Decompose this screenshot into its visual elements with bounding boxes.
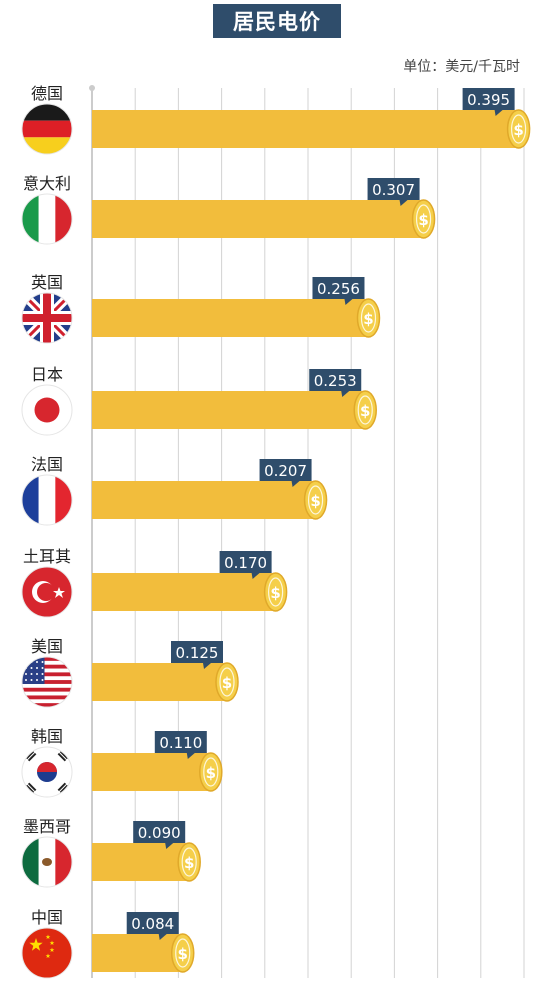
value-label: 0.170 (224, 554, 267, 572)
dollar-sign: $ (360, 402, 370, 420)
coin-rim (510, 114, 527, 144)
france-flag-icon (21, 474, 73, 526)
country-label: 美国 (31, 637, 63, 656)
value-label-pointer (344, 299, 353, 305)
bar (92, 753, 211, 791)
value-label-pointer (494, 110, 503, 116)
value-label-box (462, 88, 515, 110)
value-label-box (312, 277, 365, 299)
unit-label: 单位：美元/千瓦时 (403, 59, 520, 75)
value-label-pointer (341, 391, 350, 397)
value-label-pointer (291, 481, 300, 487)
dollar-sign: $ (418, 211, 428, 229)
coin-rim (175, 938, 191, 968)
bar (92, 110, 519, 148)
dollar-sign: $ (222, 674, 232, 692)
value-label-box (154, 731, 207, 753)
dollar-sign: $ (310, 492, 320, 510)
bar-row: $0.256 英国 (21, 273, 381, 344)
value-label-box (309, 369, 362, 391)
chart-title: 居民电价 (213, 4, 341, 38)
value-label-box (219, 551, 272, 573)
bar-row: $0.084 中国 (21, 908, 195, 979)
coin-rim (357, 395, 373, 425)
dollar-sign: $ (184, 854, 194, 872)
value-label-pointer (158, 934, 167, 940)
mexico-flag-icon (21, 836, 73, 888)
bar-row: $0.307 意大利 (21, 174, 436, 245)
coin-rim (307, 485, 324, 515)
value-label-pointer (203, 663, 211, 669)
bar-row: $0.170 土耳其 (21, 547, 288, 618)
country-label: 法国 (31, 455, 63, 474)
dollar-sign: $ (206, 764, 216, 782)
value-label: 0.307 (372, 181, 415, 199)
bar (92, 391, 366, 429)
value-label-box (133, 821, 186, 843)
dollar-sign: $ (178, 945, 188, 963)
country-label: 英国 (31, 273, 63, 292)
turkey-flag-icon (21, 566, 73, 618)
value-label: 0.125 (176, 644, 219, 662)
bar (92, 843, 190, 881)
usa-flag-icon (21, 656, 73, 708)
bar-row: $0.125 美国 (21, 637, 239, 708)
coin-rim (415, 204, 432, 234)
value-label-box (171, 641, 223, 663)
bar (92, 481, 316, 519)
country-label: 韩国 (31, 727, 63, 746)
bar-row: $0.253 日本 (21, 365, 377, 436)
dollar-sign: $ (363, 310, 373, 328)
bar-row: $0.395 德国 (21, 84, 531, 155)
germany-flag-icon (21, 103, 73, 155)
country-label: 日本 (31, 365, 63, 384)
dollar-sign: $ (513, 121, 523, 139)
uk-flag-icon (21, 292, 73, 344)
bar (92, 573, 276, 611)
value-label: 0.110 (159, 734, 202, 752)
bar (92, 663, 227, 701)
bar-row: $0.110 韩国 (21, 727, 223, 798)
korea-flag-icon (21, 746, 73, 798)
dollar-sign: $ (270, 584, 280, 602)
axis-end-dot (89, 85, 95, 91)
value-label-pointer (251, 573, 260, 579)
bar-row: $0.090 墨西哥 (21, 817, 201, 888)
value-label: 0.256 (317, 280, 360, 298)
china-flag-icon (21, 927, 73, 979)
value-label: 0.084 (131, 915, 174, 933)
value-label-box (259, 459, 312, 481)
value-label-pointer (399, 200, 408, 206)
coin-rim (219, 667, 235, 697)
country-label: 土耳其 (23, 547, 71, 566)
bar (92, 934, 183, 972)
value-label: 0.395 (467, 91, 510, 109)
coin-rim (268, 577, 284, 607)
value-label-pointer (165, 843, 174, 849)
value-label: 0.090 (138, 824, 181, 842)
coin-rim (181, 847, 197, 877)
value-label-box (367, 178, 420, 200)
bar (92, 299, 369, 337)
country-label: 中国 (31, 908, 63, 927)
bar-row: $0.207 法国 (21, 455, 328, 526)
value-label-pointer (186, 753, 195, 759)
italy-flag-icon (21, 193, 73, 245)
value-label: 0.253 (314, 372, 357, 390)
coin-rim (203, 757, 219, 787)
country-label: 意大利 (23, 174, 71, 193)
bar (92, 200, 424, 238)
country-label: 德国 (31, 84, 63, 103)
coin-rim (360, 303, 377, 333)
value-label: 0.207 (264, 462, 307, 480)
country-label: 墨西哥 (23, 817, 71, 836)
japan-flag-icon (21, 384, 73, 436)
value-label-box (126, 912, 179, 934)
